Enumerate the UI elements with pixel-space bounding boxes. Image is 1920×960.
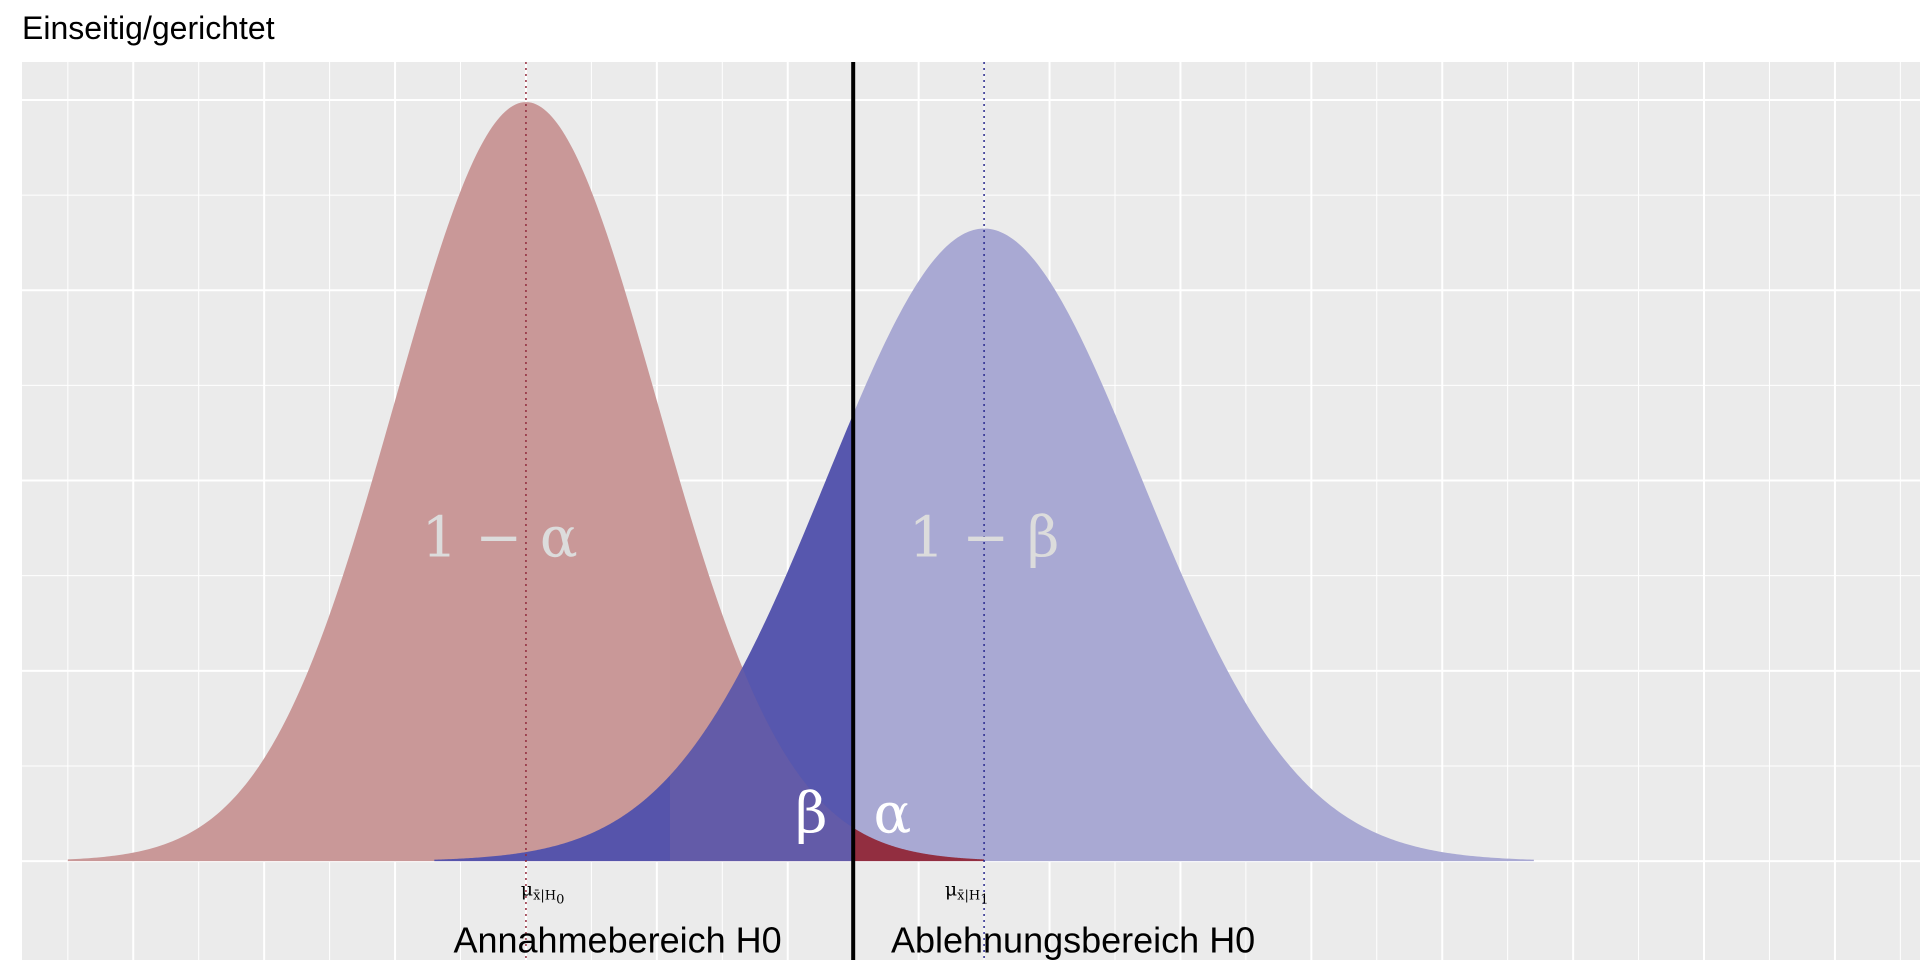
label-reject-region: Ablehnungsbereich H0 [891,919,1255,960]
h0-overlap-tint [669,446,854,862]
alpha-area [853,827,985,862]
label-one-minus-beta: 1 − β [909,506,1060,571]
label-one-minus-alpha: 1 − α [422,506,578,571]
label-accept-region: Annahmebereich H0 [453,919,781,960]
density-areas [67,102,1534,862]
beta-area [434,414,854,862]
h0-acceptance-area [67,102,854,862]
label-mu-h1: μx̄|H1 [945,878,989,907]
label-mu-h0: μx̄|H0 [521,878,565,907]
h1-power-area [853,228,1534,862]
label-beta: β [795,782,827,847]
label-alpha: α [874,782,912,847]
chart-title: Einseitig/gerichtet [22,10,275,46]
reference-lines [525,62,985,960]
